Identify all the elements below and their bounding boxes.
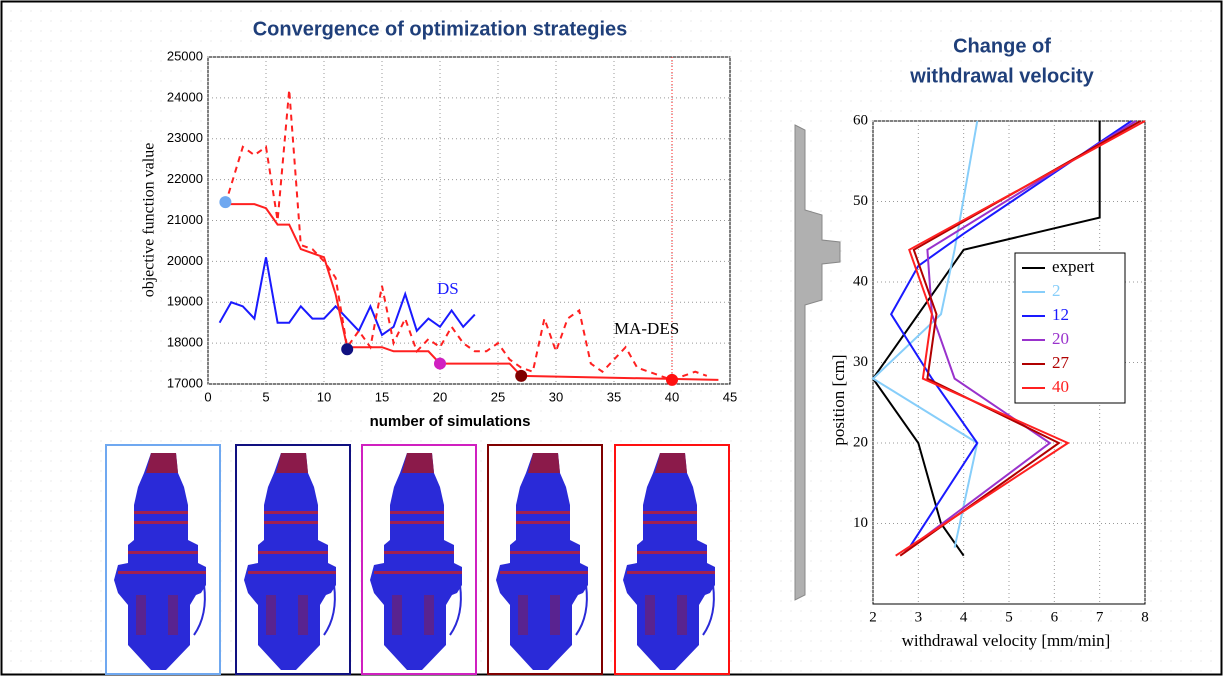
x-tick-label: 30: [549, 389, 563, 404]
y-axis-label: objective function value: [141, 143, 158, 298]
legend-label: 40: [1052, 377, 1069, 396]
castings: [106, 445, 729, 674]
legend-label: 27: [1052, 353, 1070, 372]
marker: [434, 358, 446, 370]
x-tick-label: 5: [1005, 609, 1013, 625]
y-tick-label: 60: [853, 112, 868, 128]
y-tick-label: 50: [853, 193, 868, 209]
y-tick-label: 18000: [167, 335, 203, 350]
x-tick-label: 0: [204, 389, 211, 404]
chart-title: withdrawal velocity: [909, 65, 1094, 87]
chart-title: Convergence of optimization strategies: [253, 18, 628, 40]
y-tick-label: 20: [853, 434, 868, 450]
x-tick-label: 35: [607, 389, 621, 404]
legend-label: expert: [1052, 257, 1095, 276]
figure: 0510152025303540451700018000190002000021…: [0, 0, 1225, 677]
x-tick-label: 15: [375, 389, 389, 404]
y-tick-label: 22000: [167, 171, 203, 186]
annotation: DS: [437, 279, 459, 298]
marker: [666, 374, 678, 386]
annotation: MA-DES: [614, 319, 679, 338]
x-tick-label: 2: [869, 609, 877, 625]
legend-label: 12: [1052, 305, 1069, 324]
x-tick-label: 3: [915, 609, 923, 625]
chart-title: Change of: [953, 35, 1051, 57]
marker: [219, 196, 231, 208]
marker: [341, 343, 353, 355]
y-tick-label: 30: [853, 354, 868, 370]
y-tick-label: 40: [853, 273, 868, 289]
marker: [515, 370, 527, 382]
y-tick-label: 17000: [167, 375, 203, 390]
y-tick-label: 20000: [167, 253, 203, 268]
x-tick-label: 6: [1051, 609, 1059, 625]
x-tick-label: 5: [262, 389, 269, 404]
x-tick-label: 20: [433, 389, 447, 404]
x-axis-label: number of simulations: [370, 413, 531, 430]
y-tick-label: 24000: [167, 89, 203, 104]
x-tick-label: 10: [317, 389, 331, 404]
x-tick-label: 8: [1141, 609, 1149, 625]
x-tick-label: 7: [1096, 609, 1104, 625]
legend-label: 2: [1052, 281, 1061, 300]
y-tick-label: 10: [853, 515, 868, 531]
y-axis-label: position [cm]: [829, 354, 848, 445]
x-tick-label: 25: [491, 389, 505, 404]
x-tick-label: 45: [723, 389, 737, 404]
x-axis-label: withdrawal velocity [mm/min]: [902, 631, 1111, 650]
legend-label: 20: [1052, 329, 1069, 348]
y-tick-label: 21000: [167, 212, 203, 227]
x-tick-label: 40: [665, 389, 679, 404]
y-tick-label: 19000: [167, 294, 203, 309]
y-tick-label: 23000: [167, 130, 203, 145]
x-tick-label: 4: [960, 609, 968, 625]
y-tick-label: 25000: [167, 48, 203, 63]
